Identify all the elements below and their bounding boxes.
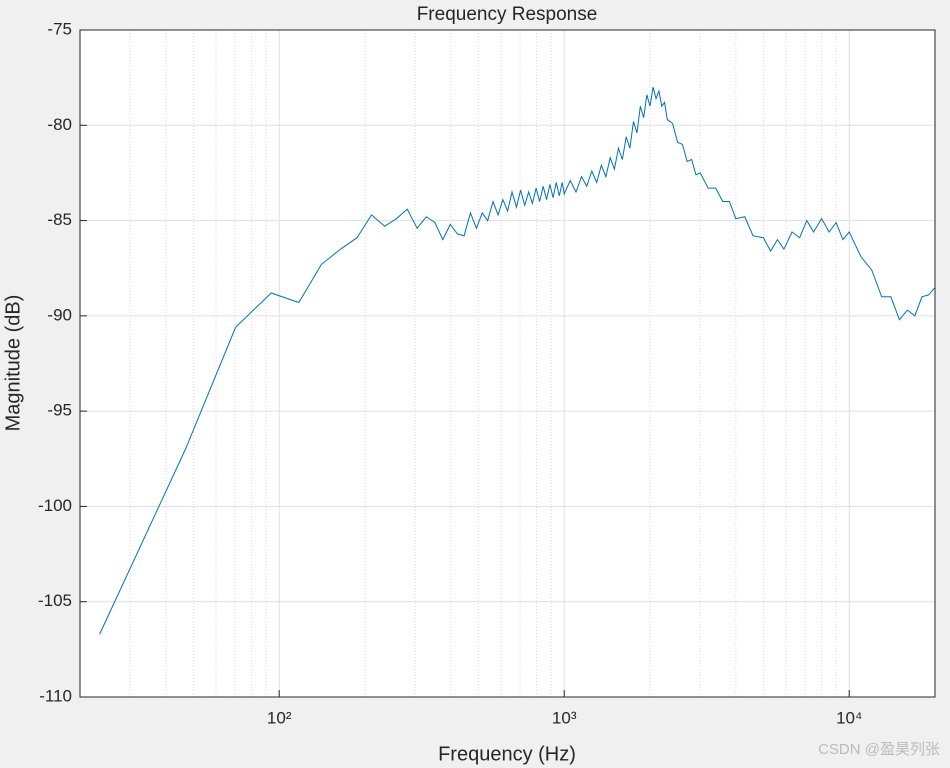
y-tick-label: -75 <box>47 19 72 38</box>
y-tick-label: -110 <box>39 686 72 705</box>
y-tick-label: -80 <box>47 115 72 134</box>
x-tick-label: 10² <box>267 708 292 727</box>
y-tick-label: -85 <box>47 210 72 229</box>
y-tick-label: -95 <box>47 401 72 420</box>
axes-box <box>79 29 936 698</box>
y-axis-label: Magnitude (dB) <box>2 295 24 432</box>
watermark: CSDN @盈昊列张 <box>818 741 940 758</box>
line-series <box>99 87 936 635</box>
x-tick-label: 10⁴ <box>836 708 862 727</box>
plot-area <box>80 30 935 697</box>
y-tick-label: -105 <box>38 591 72 610</box>
chart-title: Frequency Response <box>417 4 598 25</box>
y-tick-label: -100 <box>38 496 72 515</box>
x-axis-label: Frequency (Hz) <box>438 743 576 765</box>
x-tick-label: 10³ <box>552 708 577 727</box>
y-tick-label: -90 <box>47 305 72 324</box>
